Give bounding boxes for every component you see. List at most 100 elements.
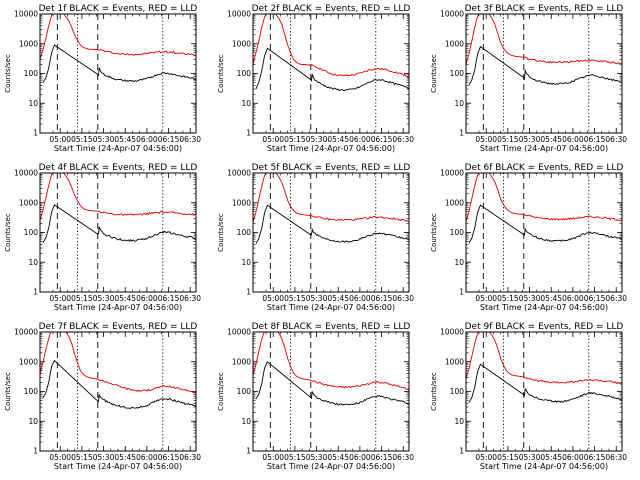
x-tick-label: 06:30 (392, 135, 414, 144)
x-tick-label: 05:00 (49, 135, 71, 144)
x-tick-label: 05:00 (262, 453, 284, 462)
y-tick-label: 1000 (445, 39, 464, 48)
y-tick-label: 1 (459, 288, 464, 297)
plot-frame (39, 13, 197, 134)
y-tick-label: 1000 (232, 198, 251, 207)
y-axis-label: Counts/sec (217, 213, 225, 252)
y-tick-label: 10 (454, 258, 464, 267)
y-tick-label: 100 (24, 69, 39, 78)
lld-series-line (253, 332, 409, 391)
x-tick-label: 06:30 (179, 294, 201, 303)
x-tick-label: 05:45 (114, 294, 136, 303)
x-tick-label: 06:15 (158, 135, 180, 144)
chart-title: Det 6f BLACK = Events, RED = LLD (465, 163, 624, 173)
y-tick-label: 100 (237, 228, 252, 237)
y-tick-label: 10 (454, 99, 464, 108)
x-tick-label: 06:30 (605, 294, 627, 303)
x-tick-label: 05:30 (93, 453, 115, 462)
plot-frame (39, 172, 197, 293)
chart-title: Det 1f BLACK = Events, RED = LLD (39, 4, 198, 14)
x-tick-label: 05:00 (262, 135, 284, 144)
chart-title: Det 7f BLACK = Events, RED = LLD (39, 322, 198, 332)
chart-panel-7: Det 7f BLACK = Events, RED = LLD Counts/s… (4, 322, 201, 471)
x-tick-label: 06:00 (136, 453, 158, 462)
y-tick-label: 100 (237, 69, 252, 78)
chart-title: Det 8f BLACK = Events, RED = LLD (252, 322, 411, 332)
plot-frame (39, 331, 197, 452)
y-tick-label: 10000 (440, 328, 464, 337)
x-axis-label: Start Time (24-Apr-07 04:56:00) (54, 303, 182, 312)
x-tick-label: 06:30 (392, 453, 414, 462)
y-tick-label: 1000 (19, 198, 38, 207)
x-tick-label: 05:30 (93, 135, 115, 144)
data-series-group (40, 173, 196, 244)
events-series-line (42, 44, 196, 83)
data-series-group (253, 14, 409, 92)
y-tick-label: 10 (241, 99, 251, 108)
lld-series-line (466, 14, 622, 65)
x-tick-label: 05:15 (497, 453, 519, 462)
chart-title: Det 2f BLACK = Events, RED = LLD (252, 4, 411, 14)
x-tick-label: 05:30 (519, 453, 541, 462)
y-tick-label: 10 (241, 417, 251, 426)
lld-series-line (40, 332, 196, 393)
events-series-line (42, 359, 196, 410)
x-tick-label: 05:00 (49, 294, 71, 303)
x-tick-label: 05:00 (475, 453, 497, 462)
y-axis-label: Counts/sec (217, 54, 225, 93)
chart-title: Det 9f BLACK = Events, RED = LLD (465, 322, 624, 332)
x-tick-label: 06:00 (136, 294, 158, 303)
x-tick-label: 05:45 (114, 135, 136, 144)
x-axis-label: Start Time (24-Apr-07 04:56:00) (480, 462, 608, 471)
x-tick-label: 05:30 (306, 453, 328, 462)
y-tick-label: 10 (28, 99, 38, 108)
y-tick-label: 100 (24, 387, 39, 396)
data-series-group (253, 332, 409, 406)
y-tick-label: 10000 (227, 169, 251, 178)
y-tick-label: 100 (450, 228, 465, 237)
events-series-line (468, 363, 622, 404)
y-tick-label: 10 (28, 258, 38, 267)
x-tick-label: 05:45 (327, 294, 349, 303)
x-tick-label: 06:30 (179, 135, 201, 144)
y-tick-label: 100 (450, 387, 465, 396)
events-series-line (468, 45, 622, 86)
y-tick-label: 10000 (14, 328, 38, 337)
x-tick-label: 05:15 (284, 294, 306, 303)
y-tick-label: 1 (33, 129, 38, 138)
x-tick-label: 06:00 (349, 453, 371, 462)
y-axis-label: Counts/sec (430, 54, 438, 93)
y-tick-label: 10 (241, 258, 251, 267)
x-tick-label: 05:30 (306, 294, 328, 303)
y-tick-label: 100 (450, 69, 465, 78)
chart-panel-5: Det 5f BLACK = Events, RED = LLD Counts/s… (217, 163, 414, 312)
chart-panel-9: Det 9f BLACK = Events, RED = LLD Counts/s… (430, 322, 627, 471)
chart-panel-3: Det 3f BLACK = Events, RED = LLD Counts/s… (430, 4, 627, 153)
y-tick-label: 10000 (227, 328, 251, 337)
x-tick-label: 05:00 (49, 453, 71, 462)
x-tick-label: 06:00 (562, 294, 584, 303)
x-tick-label: 06:15 (584, 294, 606, 303)
chart-panel-6: Det 6f BLACK = Events, RED = LLD Counts/s… (430, 163, 627, 312)
y-tick-label: 1000 (232, 357, 251, 366)
x-tick-label: 06:15 (158, 453, 180, 462)
x-tick-label: 05:15 (71, 135, 93, 144)
events-series-line (468, 204, 622, 244)
x-tick-label: 06:00 (136, 135, 158, 144)
y-tick-label: 10000 (440, 10, 464, 19)
plot-frame (252, 13, 410, 134)
events-series-line (42, 204, 196, 244)
x-axis-label: Start Time (24-Apr-07 04:56:00) (480, 144, 608, 153)
chart-title: Det 4f BLACK = Events, RED = LLD (39, 163, 198, 173)
data-series-group (40, 14, 196, 83)
x-axis-label: Start Time (24-Apr-07 04:56:00) (480, 303, 608, 312)
y-tick-label: 10000 (440, 169, 464, 178)
x-axis-label: Start Time (24-Apr-07 04:56:00) (54, 144, 182, 153)
chart-panel-2: Det 2f BLACK = Events, RED = LLD Counts/s… (217, 4, 414, 153)
x-tick-label: 05:30 (306, 135, 328, 144)
y-tick-label: 1 (246, 288, 251, 297)
data-series-group (40, 332, 196, 410)
x-tick-label: 05:45 (327, 453, 349, 462)
plot-frame (252, 331, 410, 452)
